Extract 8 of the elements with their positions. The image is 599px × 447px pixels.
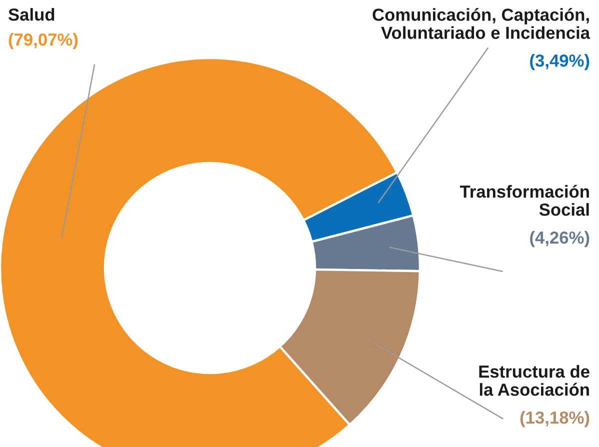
data-label: (79,07%)	[8, 33, 78, 50]
slice-label: Salud	[8, 8, 54, 21]
data-label: (13,18%)	[520, 411, 590, 428]
slice-label: Comunicación, Captación, Voluntariado e Incidencia	[372, 8, 590, 39]
slice-label: Transformación Social	[460, 184, 589, 216]
data-label: (3,49%)	[530, 54, 590, 70]
slice-label: Estructura de la Asociación	[479, 365, 590, 396]
data-label: (4,26%)	[530, 231, 590, 248]
